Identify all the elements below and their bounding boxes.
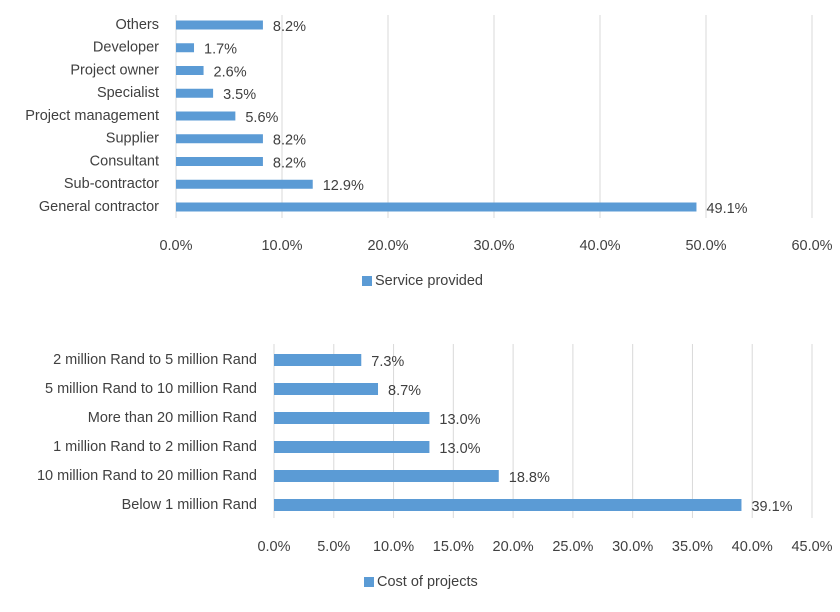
bar	[176, 43, 195, 53]
category-label: 10 million Rand to 20 million Rand	[37, 468, 257, 484]
bar	[274, 441, 430, 453]
data-label: 7.3%	[371, 354, 404, 370]
category-label: Developer	[93, 40, 159, 56]
x-tick-label: 15.0%	[433, 539, 474, 555]
x-tick-label: 0.0%	[257, 539, 290, 555]
category-label: Project management	[25, 108, 159, 124]
x-tick-label: 45.0%	[791, 539, 832, 555]
data-label: 39.1%	[751, 499, 792, 515]
bar	[176, 202, 697, 212]
bar	[176, 134, 263, 144]
data-label: 18.8%	[509, 470, 550, 486]
category-label: 2 million Rand to 5 million Rand	[53, 352, 257, 368]
x-tick-label: 10.0%	[261, 238, 302, 254]
category-label: Project owner	[70, 62, 159, 78]
category-label: 5 million Rand to 10 million Rand	[45, 381, 257, 397]
bar	[176, 88, 214, 98]
data-label: 8.2%	[273, 19, 306, 35]
x-tick-label: 35.0%	[672, 539, 713, 555]
data-label: 49.1%	[706, 201, 747, 217]
category-label: Others	[115, 17, 159, 33]
data-label: 8.2%	[273, 155, 306, 171]
category-label: Below 1 million Rand	[122, 497, 257, 513]
data-label: 3.5%	[223, 87, 256, 103]
category-label: Specialist	[97, 85, 159, 101]
x-tick-label: 10.0%	[373, 539, 414, 555]
bar	[274, 354, 362, 366]
data-label: 8.7%	[388, 383, 421, 399]
x-tick-label: 25.0%	[552, 539, 593, 555]
bar	[176, 20, 263, 30]
bar	[176, 179, 313, 189]
category-label: 1 million Rand to 2 million Rand	[53, 439, 257, 455]
category-label: Consultant	[90, 153, 159, 169]
x-tick-label: 0.0%	[159, 238, 192, 254]
x-tick-label: 30.0%	[612, 539, 653, 555]
data-label: 12.9%	[323, 178, 364, 194]
bar	[274, 412, 430, 424]
category-label: Sub-contractor	[64, 176, 159, 192]
bar	[176, 66, 204, 75]
bar	[274, 499, 742, 511]
x-tick-label: 30.0%	[473, 238, 514, 254]
x-tick-label: 60.0%	[791, 238, 832, 254]
category-label: More than 20 million Rand	[88, 410, 257, 426]
data-label: 13.0%	[439, 412, 480, 428]
data-label: 2.6%	[214, 64, 247, 80]
x-tick-label: 20.0%	[493, 539, 534, 555]
x-tick-label: 40.0%	[732, 539, 773, 555]
x-tick-label: 50.0%	[685, 238, 726, 254]
x-tick-label: 5.0%	[317, 539, 350, 555]
bar	[176, 111, 236, 121]
legend-label: Cost of projects	[377, 574, 478, 590]
bar	[274, 383, 379, 395]
data-label: 5.6%	[245, 110, 278, 126]
bar	[274, 470, 499, 482]
x-tick-label: 40.0%	[579, 238, 620, 254]
service-provided-chart: 0.0% 10.0% 20.0% 30.0% 40.0% 50.0% 60.0% Others…	[25, 15, 833, 289]
category-label: General contractor	[39, 199, 159, 215]
cost-of-projects-chart: 0.0% 5.0% 10.0% 15.0% 20.0% 25.0% 30.0% 35.0% 40…	[37, 344, 833, 590]
legend-label: Service provided	[375, 273, 483, 289]
x-tick-label: 20.0%	[367, 238, 408, 254]
data-label: 8.2%	[273, 133, 306, 149]
data-label: 1.7%	[204, 42, 237, 58]
data-label: 13.0%	[439, 441, 480, 457]
category-label: Supplier	[106, 131, 159, 147]
legend-swatch	[364, 577, 374, 587]
legend-swatch	[362, 276, 372, 286]
bar	[176, 157, 263, 166]
